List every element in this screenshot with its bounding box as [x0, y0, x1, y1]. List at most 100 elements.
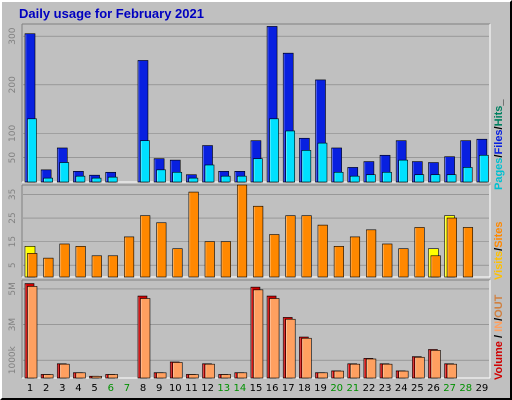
files-bar: [479, 154, 489, 183]
legend-files: Files: [493, 129, 505, 154]
legend-panel2: Visits/Sites: [493, 221, 505, 280]
in-bar: [446, 363, 457, 379]
legend-panel1: Pages/Files/Hits_: [493, 99, 505, 190]
files-bar: [382, 171, 392, 183]
files-bar: [398, 159, 408, 183]
files-bar: [172, 171, 183, 183]
in-bar: [27, 286, 38, 379]
in-bar: [333, 370, 344, 379]
visits-bar: [253, 205, 264, 278]
visits-bar: [188, 191, 199, 278]
x-tick-label: 15: [250, 383, 263, 394]
files-bar: [269, 118, 279, 183]
y-tick-label: 300: [8, 27, 18, 44]
x-tick-label: 8: [140, 383, 146, 394]
legend-out: OUT: [493, 294, 505, 318]
x-tick-label: 18: [298, 383, 311, 394]
files-bar: [446, 174, 457, 183]
visits-bar: [204, 241, 215, 278]
visits-bar: [156, 222, 167, 278]
in-bar: [301, 337, 312, 379]
legend-sites: Sites: [493, 221, 505, 247]
files-bar: [301, 150, 312, 183]
visits-bar: [366, 229, 377, 278]
visits-bar: [27, 253, 38, 278]
x-tick-label: 14: [233, 383, 246, 394]
visits-bar: [382, 243, 393, 278]
legend-in: IN: [493, 321, 505, 332]
legend-volume: Volume: [493, 341, 505, 380]
visits-bar: [349, 236, 361, 278]
y-tick-label: 5M: [8, 282, 18, 296]
in-bar: [269, 298, 280, 379]
x-tick-label: 23: [379, 383, 392, 394]
files-bar: [204, 164, 215, 183]
x-tick-label: 28: [459, 383, 472, 394]
x-tick-label: 17: [282, 383, 295, 394]
x-tick-label: 1: [27, 383, 33, 394]
x-tick-label: 10: [169, 383, 182, 394]
legend-hits: Hits: [493, 106, 505, 127]
y-tick-label: 25: [8, 212, 18, 223]
y-tick-label: 35: [8, 189, 18, 200]
chart-title: Daily usage for February 2021: [19, 6, 204, 21]
x-tick-label: 2: [43, 383, 49, 394]
in-bar: [253, 289, 264, 379]
files-bar: [285, 130, 296, 183]
in-bar: [140, 298, 151, 379]
visits-bar: [414, 227, 425, 278]
in-bar: [188, 374, 199, 379]
x-tick-label: 16: [266, 383, 279, 394]
files-bar: [366, 174, 376, 183]
x-tick-label: 3: [59, 383, 65, 394]
x-tick-label: 7: [124, 383, 130, 394]
visits-bar: [107, 255, 118, 278]
x-tick-label: 25: [411, 383, 424, 394]
files-bar: [107, 176, 118, 183]
files-bar: [75, 175, 86, 183]
x-tick-label: 29: [476, 383, 489, 394]
x-tick-label: 9: [156, 383, 162, 394]
files-bar: [43, 177, 53, 183]
visits-bar: [236, 184, 248, 278]
visits-bar: [140, 215, 151, 278]
x-tick-label: 12: [201, 383, 214, 394]
legend-visits: Visits: [493, 251, 505, 280]
visits-bar: [220, 241, 231, 278]
files-bar: [462, 167, 473, 183]
visits-bar: [43, 257, 54, 278]
x-tick-label: 11: [185, 383, 198, 394]
files-bar: [317, 142, 328, 183]
in-bar: [220, 374, 231, 379]
x-tick-label: 22: [363, 383, 376, 394]
in-bar: [43, 374, 54, 379]
in-bar: [285, 318, 296, 379]
x-tick-label: 6: [108, 383, 114, 394]
in-bar: [107, 374, 118, 379]
in-bar: [430, 350, 441, 379]
y-tick-label: 200: [8, 76, 18, 93]
x-axis-labels: 1 2 3 4 5 6 7 8 9 10 11 12 13 14 15 16 17 18 19 20 21 22 23 24 2…: [27, 383, 488, 394]
x-tick-label: 27: [443, 383, 456, 394]
in-bar: [172, 362, 183, 379]
x-tick-label: 4: [75, 383, 81, 394]
in-bar: [91, 375, 102, 379]
in-bar: [59, 363, 70, 379]
files-bar: [333, 171, 344, 183]
files-bar: [253, 158, 263, 183]
files-bar: [236, 175, 247, 183]
visits-bar: [91, 255, 102, 278]
y-tick-label: 15: [8, 236, 18, 247]
visits-bar: [285, 215, 296, 278]
legend-pages: Pages: [493, 158, 505, 190]
y-tick-label: 3M: [8, 318, 18, 332]
files-bar: [414, 174, 425, 183]
in-bar: [414, 356, 425, 379]
visits-bar: [75, 246, 86, 278]
visits-bar: [398, 248, 409, 278]
x-tick-label: 26: [427, 383, 440, 394]
in-bar: [204, 363, 215, 379]
y-tick-label: 50: [8, 152, 18, 164]
files-bar: [140, 140, 150, 183]
y-tick-label: 5: [8, 262, 18, 268]
